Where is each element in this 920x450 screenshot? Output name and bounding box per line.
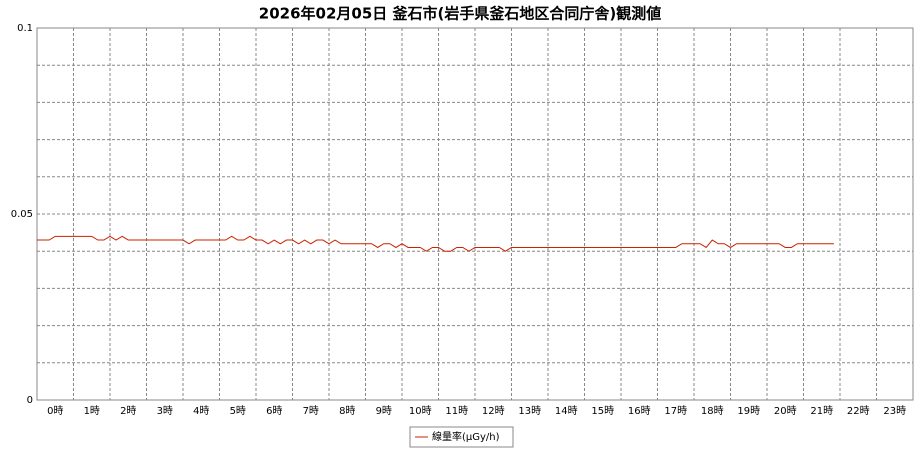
x-tick-label: 3時: [157, 405, 173, 417]
x-tick-label: 8時: [339, 405, 355, 417]
x-tick-label: 11時: [445, 405, 468, 417]
x-tick-label: 18時: [701, 405, 724, 417]
y-tick-label: 0.05: [11, 209, 33, 220]
x-tick-label: 1時: [84, 405, 100, 417]
x-tick-label: 15時: [591, 405, 614, 417]
plot-frame: [36, 27, 914, 401]
x-tick-label: 19時: [737, 405, 760, 417]
x-tick-label: 10時: [409, 405, 432, 417]
x-tick-label: 20時: [774, 405, 797, 417]
x-tick-label: 12時: [482, 405, 505, 417]
x-tick-label: 4時: [193, 405, 209, 417]
x-tick-label: 13時: [518, 405, 541, 417]
y-tick-label: 0.1: [17, 23, 33, 34]
x-tick-label: 0時: [47, 405, 63, 417]
x-tick-label: 23時: [883, 405, 906, 417]
x-tick-label: 9時: [376, 405, 392, 417]
x-tick-label: 16時: [628, 405, 651, 417]
x-tick-label: 21時: [810, 405, 833, 417]
y-tick-label: 0: [27, 395, 33, 406]
x-tick-label: 17時: [664, 405, 687, 417]
x-tick-label: 2時: [120, 405, 136, 417]
x-tick-label: 7時: [303, 405, 319, 417]
x-tick-label: 5時: [230, 405, 246, 417]
legend-box: [409, 426, 514, 448]
legend-label: 線量率(μGy/h): [432, 430, 500, 443]
x-tick-label: 14時: [555, 405, 578, 417]
x-tick-label: 6時: [266, 405, 282, 417]
x-tick-label: 22時: [847, 405, 870, 417]
chart-title: 2026年02月05日 釜石市(岩手県釜石地区合同庁舎)観測値: [259, 5, 661, 23]
data-line: [37, 235, 834, 252]
